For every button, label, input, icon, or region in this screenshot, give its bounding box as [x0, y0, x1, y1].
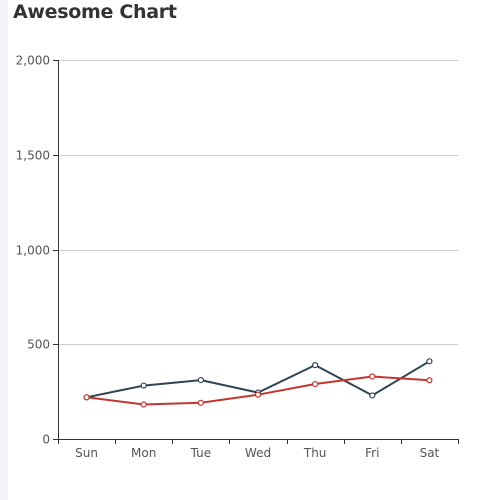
- series-2-point-sat[interactable]: [426, 377, 433, 384]
- series-layer: [83, 358, 433, 408]
- y-tick-label-4: 2,000: [16, 54, 50, 68]
- series-1-point-sat[interactable]: [426, 358, 433, 365]
- series-1-point-tue[interactable]: [197, 376, 204, 384]
- chart-title: Awesome Chart: [13, 1, 177, 23]
- y-tick-label-1: 500: [27, 338, 50, 352]
- grid-lines: [58, 60, 458, 345]
- y-tick-label-0: 0: [42, 433, 50, 447]
- series-2-point-sun[interactable]: [83, 394, 90, 401]
- series-2-point-tue[interactable]: [197, 399, 204, 406]
- x-tick-label-sun: Sun: [75, 446, 98, 460]
- y-tick-label-3: 1,500: [16, 149, 50, 163]
- y-tick-label-2: 1,000: [16, 244, 50, 258]
- series-1-point-thu[interactable]: [312, 361, 319, 369]
- x-tick-label-wed: Wed: [245, 446, 271, 460]
- tick-labels: 0 500 1,000 1,500 2,000 Sun Mon Tue Wed Thu Fri Sat: [16, 54, 440, 461]
- series-1-point-mon[interactable]: [140, 382, 147, 389]
- x-tick-label-sat: Sat: [420, 446, 440, 460]
- x-tick-label-mon: Mon: [131, 446, 156, 460]
- series-2: [83, 373, 433, 408]
- x-tick-label-fri: Fri: [365, 446, 379, 460]
- series-2-point-wed[interactable]: [254, 391, 262, 398]
- x-tick-label-tue: Tue: [190, 446, 212, 460]
- axes: [53, 60, 459, 444]
- series-2-point-fri[interactable]: [369, 373, 376, 380]
- left-edge-strip: [0, 0, 8, 500]
- series-2-point-thu[interactable]: [312, 380, 319, 388]
- series-2-point-mon[interactable]: [140, 401, 147, 408]
- series-1-point-fri[interactable]: [369, 392, 376, 399]
- x-tick-label-thu: Thu: [303, 446, 327, 460]
